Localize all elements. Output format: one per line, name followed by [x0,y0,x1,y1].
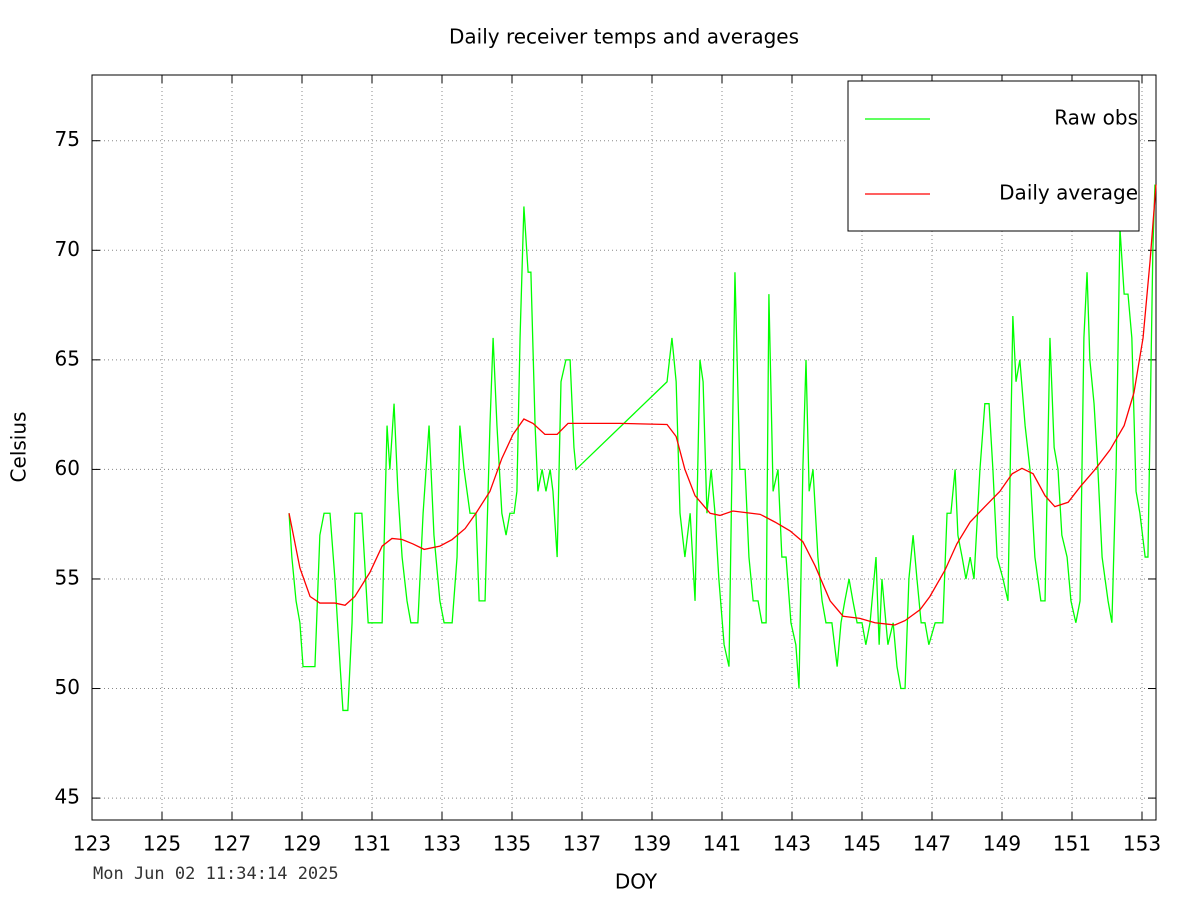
legend-box [847,80,1140,232]
series-line [288,184,1157,626]
x-tick-label: 127 [213,832,251,856]
y-tick-label: 65 [55,346,80,370]
plot-frame [91,74,1157,821]
x-tick-label: 139 [633,832,671,856]
y-tick-label: 60 [55,456,80,480]
x-tick-label: 129 [283,832,321,856]
y-tick-label: 70 [55,237,80,261]
legend-label: Daily average [999,181,1138,205]
chart-title: Daily receiver temps and averages [449,25,799,49]
y-tick-label: 75 [55,127,80,151]
timestamp: Mon Jun 02 11:34:14 2025 [93,864,339,884]
series-line [288,184,1156,712]
x-tick-label: 133 [423,832,461,856]
y-tick-label: 50 [55,675,80,699]
y-tick-label: 55 [55,565,80,589]
x-tick-label: 147 [913,832,951,856]
x-tick-label: 141 [703,832,741,856]
x-tick-label: 125 [143,832,181,856]
x-tick-label: 151 [1053,832,1091,856]
x-tick-label: 123 [73,832,111,856]
x-tick-label: 145 [843,832,881,856]
x-tick-label: 137 [563,832,601,856]
x-tick-label: 143 [773,832,811,856]
y-tick-label: 45 [55,785,80,809]
x-tick-label: 149 [983,832,1021,856]
x-axis-label: DOY [615,870,658,894]
x-tick-label: 131 [353,832,391,856]
y-axis-label: Celsius [7,412,31,483]
legend-label: Raw obs [1054,106,1138,130]
x-tick-label: 153 [1123,832,1161,856]
x-tick-label: 135 [493,832,531,856]
